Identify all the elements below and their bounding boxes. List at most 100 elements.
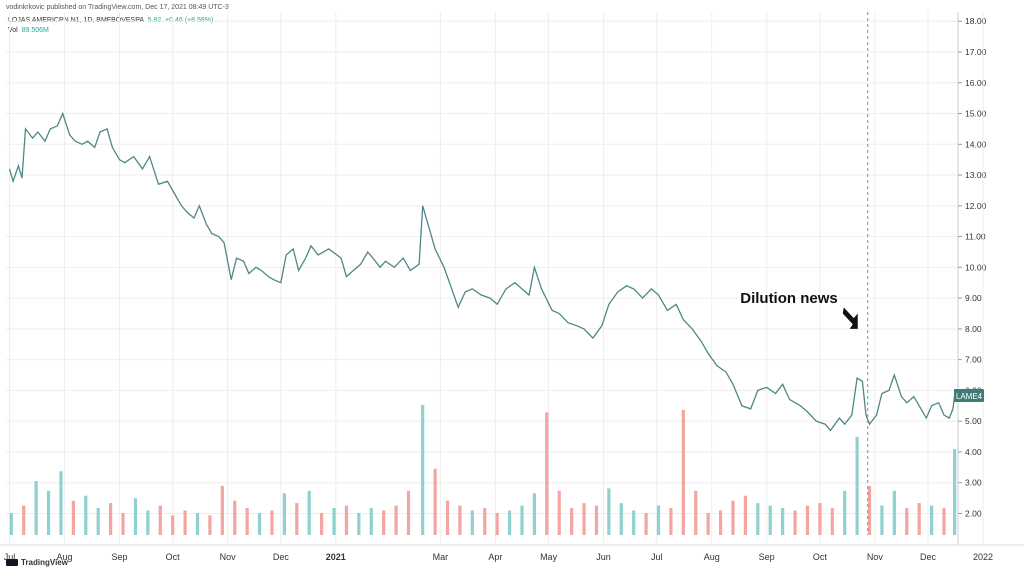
volume-bar [694, 490, 698, 535]
volume-bar [445, 500, 450, 535]
volume-bar [332, 508, 336, 535]
y-tick-label: 8.00 [965, 324, 982, 334]
volume-bar [520, 505, 524, 535]
legend-symbol: LOJAS AMERICPN N1, 1D, BMFBOVESPA [8, 17, 144, 24]
volume-bar [867, 485, 872, 535]
volume-bar [880, 505, 884, 535]
last-price-badge [954, 388, 984, 402]
volume-bar [743, 495, 747, 535]
tradingview-icon [6, 559, 18, 566]
volume-bar [357, 512, 361, 535]
y-tick-label: 5.00 [965, 416, 982, 426]
volume-bar [71, 500, 75, 535]
volume-bar [731, 500, 735, 535]
volume-bar [557, 490, 561, 535]
volume-bar [394, 505, 398, 535]
volume-bar [545, 412, 549, 535]
volume-bar [483, 508, 487, 535]
volume-bar [133, 498, 138, 535]
volume-bar [855, 436, 859, 535]
volume-bar [369, 508, 373, 535]
legend-last-price: 5.82 [147, 17, 162, 24]
x-tick-label: Oct [166, 552, 181, 562]
y-tick-label: 7.00 [965, 355, 982, 365]
y-tick-label: 4.00 [965, 447, 982, 457]
volume-bar [158, 505, 162, 535]
volume-bar [46, 490, 51, 535]
volume-bar [307, 490, 311, 535]
volume-bar [594, 505, 599, 535]
legend-vol-label: Vol [8, 27, 18, 34]
volume-bar [96, 508, 100, 535]
volume-bar [818, 503, 822, 535]
volume-bar [109, 503, 113, 535]
volume-bar [681, 409, 685, 535]
x-tick-label: Jun [596, 552, 611, 562]
volume-bar [495, 512, 499, 535]
volume-bar [756, 503, 760, 535]
volume-bar [793, 510, 797, 535]
volume-bar [942, 508, 946, 535]
legend-change: +0.46 (+8.58%) [165, 17, 214, 24]
y-tick-label: 10.00 [965, 262, 987, 272]
volume-bar [344, 505, 349, 535]
x-tick-label: Sep [759, 552, 775, 562]
volume-bar [669, 508, 673, 535]
x-tick-label: Mar [433, 552, 449, 562]
x-tick-label: Aug [704, 552, 720, 562]
volume-bar [208, 515, 212, 535]
y-tick-label: 18.00 [965, 16, 987, 26]
volume-bar [507, 510, 512, 535]
y-tick-label: 3.00 [965, 478, 982, 488]
volume-bar [382, 510, 386, 535]
x-tick-label: 2022 [973, 552, 993, 562]
volume-bar [421, 405, 425, 535]
volume-bar [644, 512, 648, 535]
volume-bar [146, 510, 150, 535]
x-tick-label: Nov [867, 552, 884, 562]
volume-bar [532, 493, 536, 535]
tradingview-logo[interactable]: TradingView [6, 558, 68, 567]
volume-bar [406, 490, 411, 535]
volume-bar [953, 449, 957, 535]
volume-bar [195, 512, 200, 535]
tradingview-brand: TradingView [21, 558, 68, 567]
volume-bar [282, 493, 286, 535]
y-tick-label: 2.00 [965, 508, 982, 518]
volume-bar [34, 481, 38, 535]
legend-vol-value: 89.506M [21, 27, 49, 34]
y-tick-label: 6.00 [965, 385, 982, 395]
volume-bar [582, 503, 586, 535]
volume-bar [470, 510, 474, 535]
x-tick-label: Sep [111, 552, 127, 562]
volume-bar [458, 505, 462, 535]
y-tick-label: 15.00 [965, 109, 987, 119]
x-tick-label: Oct [813, 552, 828, 562]
volume-bar [84, 495, 88, 535]
legend-symbol-row: LOJAS AMERICPN N1, 1D, BMFBOVESPA 5.82 +… [8, 16, 213, 26]
volume-bar [270, 510, 274, 535]
volume-bar [320, 512, 324, 535]
volume-bar [619, 503, 623, 535]
x-tick-label: May [540, 552, 558, 562]
volume-bar [9, 512, 13, 535]
x-tick-label: Jul [651, 552, 663, 562]
volume-bar [183, 510, 187, 535]
arrow-icon [842, 307, 858, 329]
volume-bar [830, 508, 834, 535]
volume-bar [929, 505, 934, 535]
volume-bar [917, 503, 921, 535]
volume-bar [781, 508, 785, 535]
y-tick-label: 17.00 [965, 47, 987, 57]
volume-bar [656, 505, 661, 535]
volume-bar [233, 500, 237, 535]
volume-bar [121, 512, 125, 535]
volume-bar [22, 505, 26, 535]
volume-bar [59, 471, 63, 535]
volume-bar [718, 510, 723, 535]
y-tick-label: 14.00 [965, 139, 987, 149]
publisher-header: vodinkrkovic published on TradingView.co… [6, 4, 229, 11]
price-series-line [8, 111, 956, 432]
